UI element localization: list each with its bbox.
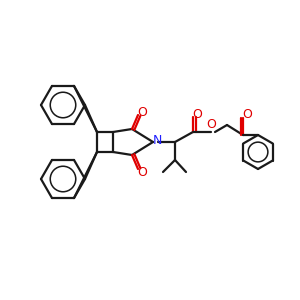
Text: N: N xyxy=(152,134,162,148)
Text: O: O xyxy=(192,107,202,121)
Text: O: O xyxy=(137,106,147,118)
Text: O: O xyxy=(137,166,147,178)
Text: O: O xyxy=(206,118,216,130)
Text: O: O xyxy=(242,109,252,122)
